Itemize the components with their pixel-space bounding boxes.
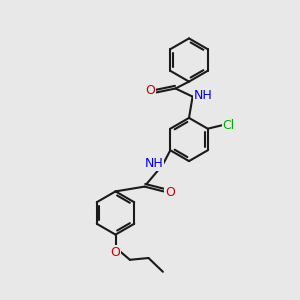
Text: NH: NH bbox=[145, 157, 163, 170]
Text: O: O bbox=[110, 245, 120, 259]
Text: O: O bbox=[165, 186, 175, 199]
Text: NH: NH bbox=[194, 88, 212, 102]
Text: Cl: Cl bbox=[223, 118, 235, 132]
Text: O: O bbox=[145, 84, 155, 98]
